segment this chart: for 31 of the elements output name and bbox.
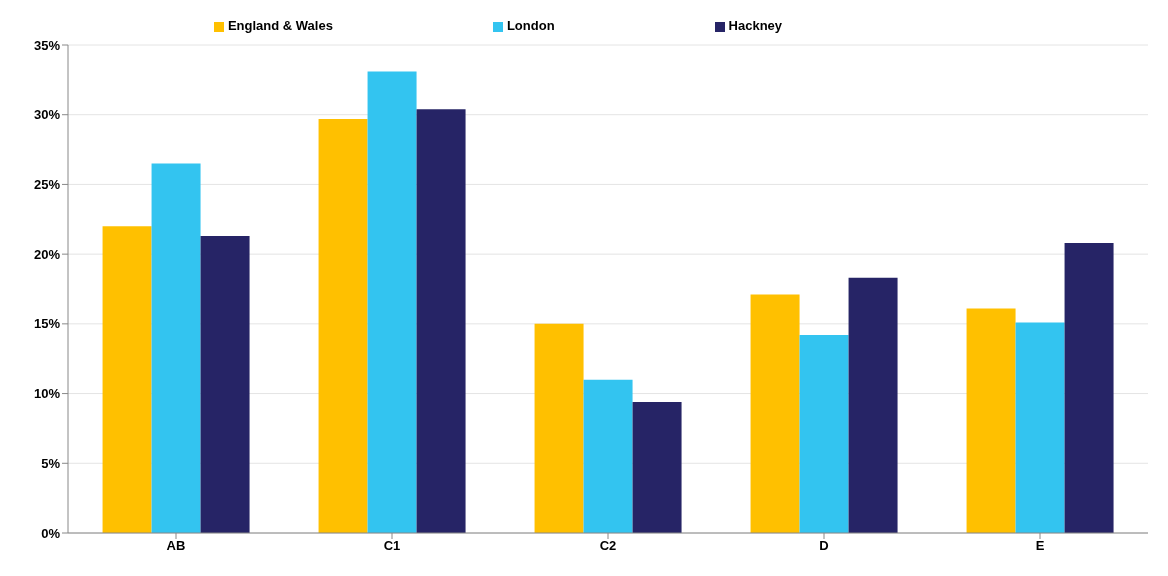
bar xyxy=(583,379,633,533)
bar xyxy=(1064,242,1114,533)
bar xyxy=(200,236,250,533)
bar xyxy=(534,323,584,533)
y-tick-label: 5% xyxy=(41,455,61,471)
bar xyxy=(367,71,417,533)
x-tick-label: AB xyxy=(166,538,186,554)
bar xyxy=(750,294,800,533)
bar xyxy=(318,118,368,533)
y-tick-label: 15% xyxy=(33,316,61,332)
x-tick-label: D xyxy=(819,538,829,554)
x-tick-label: C1 xyxy=(383,538,401,554)
y-tick-label: 35% xyxy=(33,37,61,53)
legend-label: London xyxy=(506,18,555,33)
bar xyxy=(848,277,898,533)
bar xyxy=(151,163,201,533)
y-tick-label: 30% xyxy=(33,107,61,123)
y-tick-label: 10% xyxy=(33,386,61,402)
legend-label: Hackney xyxy=(728,18,783,33)
y-tick-label: 0% xyxy=(41,525,61,541)
bar xyxy=(966,308,1016,533)
bar xyxy=(102,226,152,533)
x-tick-label: E xyxy=(1035,538,1045,554)
legend-label: England & Wales xyxy=(227,18,333,33)
bar xyxy=(799,335,849,533)
x-tick-label: C2 xyxy=(599,538,617,554)
y-tick-label: 25% xyxy=(33,177,61,193)
bar xyxy=(632,401,682,533)
bar xyxy=(1015,322,1065,533)
y-tick-label: 20% xyxy=(33,246,61,262)
bar xyxy=(416,109,466,533)
